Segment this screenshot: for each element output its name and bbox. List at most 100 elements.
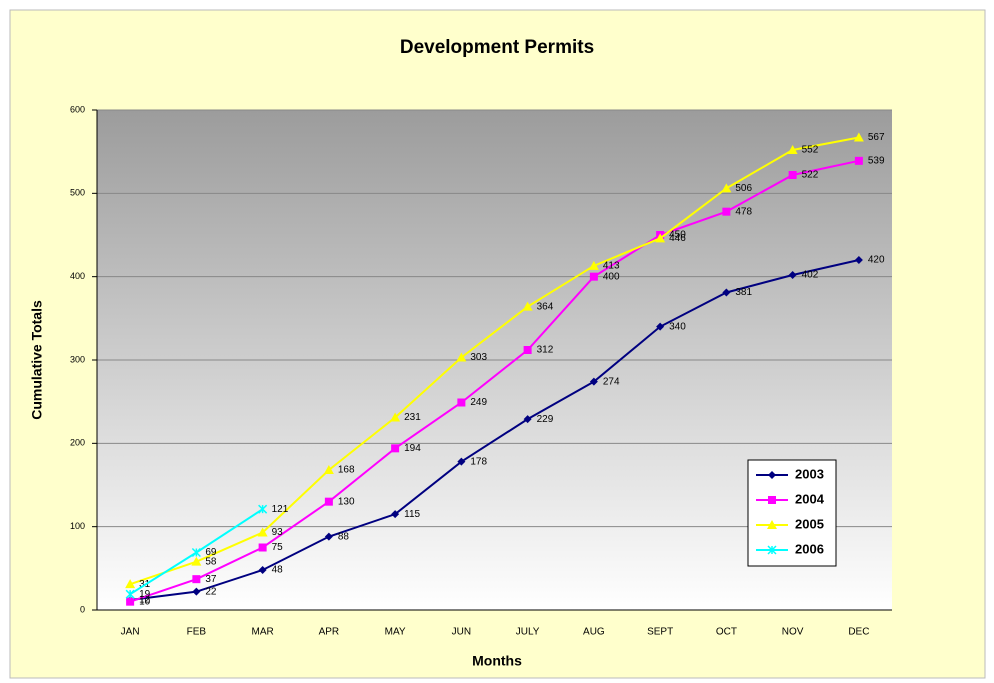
data-label: 303 bbox=[470, 352, 487, 363]
marker bbox=[390, 412, 401, 422]
marker bbox=[391, 510, 400, 519]
x-axis-label: Months bbox=[472, 653, 522, 669]
data-label: 10 bbox=[139, 596, 151, 607]
data-label: 75 bbox=[272, 542, 284, 553]
data-label: 48 bbox=[272, 565, 284, 576]
marker bbox=[125, 579, 136, 589]
data-label: 552 bbox=[802, 145, 819, 156]
marker bbox=[457, 457, 466, 466]
x-tick-label: AUG bbox=[583, 627, 605, 638]
data-label: 168 bbox=[338, 465, 355, 476]
x-tick-label: MAY bbox=[385, 627, 406, 638]
y-tick-label: 600 bbox=[70, 104, 85, 114]
data-label: 420 bbox=[868, 255, 885, 266]
data-label: 446 bbox=[669, 233, 686, 244]
marker bbox=[721, 183, 732, 193]
marker bbox=[589, 377, 598, 386]
marker bbox=[656, 322, 665, 331]
marker bbox=[523, 415, 532, 424]
series-line bbox=[129, 136, 860, 586]
data-label: 506 bbox=[735, 183, 752, 194]
data-label: 312 bbox=[537, 345, 554, 356]
y-tick-label: 300 bbox=[70, 354, 85, 364]
marker bbox=[768, 471, 776, 479]
marker bbox=[257, 527, 268, 537]
marker bbox=[722, 207, 731, 216]
marker bbox=[191, 556, 202, 566]
marker bbox=[853, 132, 864, 142]
x-tick-label: NOV bbox=[782, 627, 804, 638]
data-label: 249 bbox=[470, 397, 487, 408]
x-tick-label: JULY bbox=[516, 627, 540, 638]
data-label: 37 bbox=[205, 574, 217, 585]
marker bbox=[523, 346, 532, 354]
data-label: 178 bbox=[470, 456, 487, 467]
data-label: 522 bbox=[802, 170, 819, 181]
marker bbox=[589, 272, 598, 281]
x-tick-label: DEC bbox=[848, 627, 869, 638]
x-tick-label: MAR bbox=[252, 627, 274, 638]
marker bbox=[457, 398, 466, 407]
y-tick-label: 200 bbox=[70, 438, 85, 448]
legend-label: 2003 bbox=[795, 466, 824, 481]
marker bbox=[522, 301, 533, 311]
data-label: 19 bbox=[139, 589, 151, 600]
y-tick-label: 0 bbox=[80, 604, 85, 614]
marker bbox=[258, 543, 267, 552]
marker bbox=[788, 271, 797, 279]
x-tick-label: SEPT bbox=[647, 627, 673, 638]
marker bbox=[125, 589, 135, 599]
marker bbox=[192, 575, 201, 584]
y-axis-label: Cumulative Totals bbox=[29, 300, 45, 420]
data-label: 402 bbox=[802, 270, 819, 281]
legend-label: 2005 bbox=[795, 516, 824, 531]
x-tick-label: JAN bbox=[121, 627, 140, 638]
marker bbox=[767, 545, 777, 555]
data-label: 231 bbox=[404, 412, 421, 423]
y-tick-label: 100 bbox=[70, 521, 85, 531]
data-label: 115 bbox=[404, 509, 420, 520]
legend-label: 2006 bbox=[795, 541, 824, 556]
marker bbox=[788, 171, 797, 179]
data-label: 22 bbox=[205, 586, 217, 597]
x-tick-label: OCT bbox=[716, 627, 737, 638]
data-label: 121 bbox=[272, 504, 289, 515]
y-tick-label: 400 bbox=[70, 271, 85, 281]
data-label: 381 bbox=[735, 287, 752, 298]
marker bbox=[588, 260, 599, 270]
data-label: 229 bbox=[537, 414, 554, 425]
marker bbox=[854, 156, 863, 165]
data-label: 413 bbox=[603, 260, 620, 271]
data-label: 93 bbox=[272, 527, 284, 538]
marker bbox=[391, 444, 400, 453]
data-label: 194 bbox=[404, 443, 421, 454]
legend-label: 2004 bbox=[795, 491, 825, 506]
marker bbox=[456, 352, 467, 362]
marker bbox=[722, 288, 731, 297]
data-label: 69 bbox=[205, 547, 217, 558]
marker bbox=[787, 145, 798, 154]
data-label: 539 bbox=[868, 155, 885, 166]
marker bbox=[655, 233, 666, 243]
marker bbox=[767, 520, 777, 529]
marker bbox=[258, 566, 267, 574]
marker bbox=[854, 256, 863, 264]
data-label: 58 bbox=[205, 556, 217, 567]
data-label: 364 bbox=[537, 301, 554, 312]
legend-box bbox=[747, 459, 837, 567]
data-label: 450 bbox=[669, 230, 686, 241]
data-label: 400 bbox=[603, 271, 620, 282]
x-tick-label: FEB bbox=[187, 627, 207, 638]
data-label: 274 bbox=[603, 376, 620, 387]
marker bbox=[324, 497, 333, 506]
marker bbox=[324, 532, 333, 541]
marker bbox=[768, 496, 776, 504]
data-label: 340 bbox=[669, 321, 686, 332]
data-label: 12 bbox=[139, 595, 151, 606]
data-label: 567 bbox=[868, 132, 885, 143]
marker bbox=[126, 597, 135, 606]
series-line bbox=[129, 159, 860, 603]
data-label: 478 bbox=[735, 206, 752, 217]
marker bbox=[323, 465, 334, 474]
